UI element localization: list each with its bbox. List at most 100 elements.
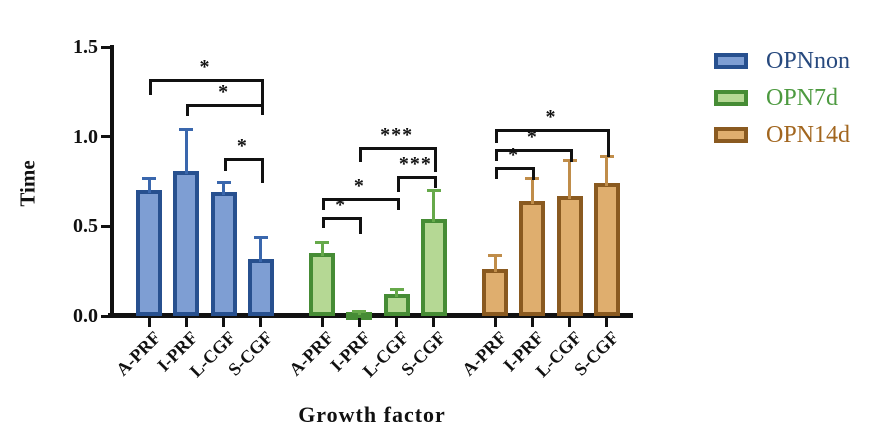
significance-label: * — [545, 106, 557, 129]
significance-bracket-end — [606, 129, 610, 158]
significance-bracket-end — [495, 167, 498, 180]
significance-label: * — [526, 126, 538, 149]
bar-OPN14d-S-CGF — [593, 183, 620, 316]
significance-bracket-end — [569, 149, 573, 163]
significance-bracket-end — [186, 104, 190, 117]
error-cap-OPN7d-A-PRF — [315, 241, 329, 245]
legend: OPNnon OPN7d OPN14d — [714, 42, 850, 153]
significance-bracket — [149, 79, 264, 83]
error-bar-OPNnon-L-CGF — [222, 181, 226, 196]
x-tick — [432, 318, 436, 327]
error-cap-OPN7d-L-CGF — [389, 288, 404, 292]
significance-bracket-end — [495, 129, 498, 144]
error-bar-OPN7d-A-PRF — [320, 242, 324, 257]
bar-OPN7d-L-CGF — [383, 294, 410, 316]
error-bar-OPN7d-L-CGF — [395, 289, 399, 298]
significance-bracket-end — [396, 176, 400, 193]
x-tick — [395, 318, 399, 327]
legend-item-OPNnon: OPNnon — [714, 42, 850, 79]
significance-bracket — [322, 197, 400, 201]
significance-bracket — [396, 176, 437, 180]
error-bar-OPNnon-I-PRF — [184, 129, 188, 174]
error-bar-OPN14d-L-CGF — [568, 159, 572, 199]
significance-bracket-end — [359, 217, 363, 235]
bar-OPNnon-L-CGF — [210, 192, 237, 316]
legend-swatch-icon — [714, 126, 748, 143]
bar-OPN7d-S-CGF — [420, 219, 447, 316]
error-cap-OPNnon-A-PRF — [142, 176, 156, 180]
significance-bracket-end — [396, 197, 400, 210]
x-tick — [530, 318, 534, 327]
x-tick — [259, 318, 263, 327]
x-tick — [493, 318, 497, 327]
error-cap-OPN14d-A-PRF — [488, 254, 502, 258]
bar-OPN14d-A-PRF — [482, 269, 508, 316]
x-tick — [222, 318, 226, 327]
significance-label: * — [199, 56, 211, 79]
error-bar-OPN7d-S-CGF — [432, 190, 436, 223]
error-bar-OPN14d-S-CGF — [605, 156, 609, 187]
legend-label: OPNnon — [766, 47, 851, 74]
error-bar-OPN14d-I-PRF — [530, 177, 534, 205]
legend-label: OPN7d — [766, 84, 839, 111]
y-tick-label: 1.5 — [73, 36, 98, 58]
significance-label: * — [508, 144, 520, 167]
significance-bracket — [322, 217, 363, 221]
y-tick-label: 0.0 — [73, 305, 98, 327]
bar-OPN14d-I-PRF — [519, 201, 546, 316]
significance-bracket-end — [149, 79, 152, 96]
significance-bracket-end — [260, 158, 264, 184]
x-tick — [320, 318, 324, 327]
x-tick — [357, 318, 361, 327]
significance-bracket — [495, 129, 610, 133]
error-cap-OPNnon-L-CGF — [216, 180, 231, 184]
bar-OPN14d-L-CGF — [556, 195, 583, 316]
y-tick — [101, 45, 111, 49]
significance-label: * — [335, 194, 347, 217]
error-bar-OPNnon-A-PRF — [147, 177, 151, 194]
error-cap-OPNnon-I-PRF — [179, 128, 194, 132]
y-tick — [101, 314, 111, 318]
error-bar-OPN14d-A-PRF — [493, 255, 497, 273]
x-tick — [147, 318, 151, 327]
error-bar-OPN7d-I-PRF — [357, 310, 361, 316]
significance-bracket — [359, 147, 437, 151]
error-cap-OPN7d-S-CGF — [426, 189, 441, 193]
legend-label: OPN14d — [766, 121, 851, 148]
significance-bracket-end — [260, 104, 264, 115]
significance-bracket — [495, 167, 536, 171]
significance-bracket-end — [495, 149, 498, 162]
significance-bracket — [495, 149, 573, 153]
bar-OPN7d-A-PRF — [309, 253, 335, 316]
y-axis-title: Time — [15, 160, 40, 207]
error-cap-OPNnon-S-CGF — [253, 236, 268, 240]
significance-label: * — [218, 81, 230, 104]
significance-label: * — [236, 135, 248, 158]
x-axis-title: Growth factor — [298, 402, 446, 427]
x-tick — [605, 318, 609, 327]
significance-bracket-end — [532, 167, 536, 181]
significance-bracket-end — [433, 176, 437, 189]
legend-item-OPN14d: OPN14d — [714, 116, 850, 153]
bar-OPNnon-I-PRF — [173, 170, 200, 316]
y-tick — [101, 224, 111, 228]
significance-label: *** — [380, 124, 414, 147]
significance-label: *** — [398, 153, 432, 176]
significance-bracket-end — [223, 158, 227, 172]
error-cap-OPN7d-I-PRF — [352, 309, 367, 313]
y-tick-label: 0.5 — [73, 215, 98, 238]
significance-label: * — [353, 174, 365, 197]
y-tick — [101, 135, 111, 139]
y-axis-line — [110, 45, 114, 318]
significance-bracket-end — [433, 147, 437, 173]
significance-bracket-end — [322, 197, 325, 210]
significance-bracket-end — [322, 217, 325, 229]
bar-OPNnon-A-PRF — [136, 190, 162, 316]
x-tick — [184, 318, 188, 327]
significance-bracket-end — [260, 79, 264, 116]
legend-swatch-icon — [714, 52, 748, 69]
y-tick-label: 1.0 — [73, 125, 98, 148]
bar-OPNnon-S-CGF — [247, 258, 274, 316]
